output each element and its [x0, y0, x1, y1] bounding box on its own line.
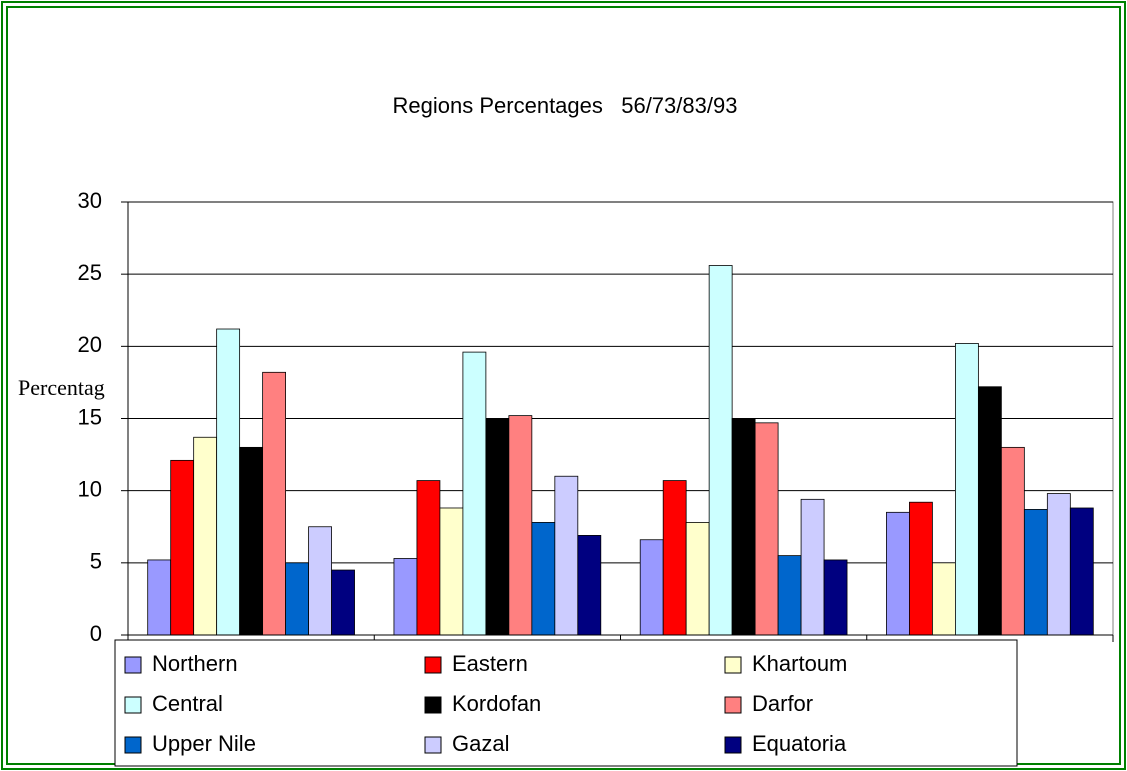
bar: [639, 539, 664, 636]
legend-swatch: [124, 736, 142, 754]
bar: [823, 559, 848, 636]
bar: [708, 265, 733, 636]
y-tick-label: 0: [90, 621, 102, 646]
y-tick-label: 20: [78, 332, 102, 357]
y-axis-label: Percentag: [18, 375, 105, 400]
bar: [239, 446, 264, 636]
legend-label: Darfor: [752, 691, 813, 716]
bar: [577, 535, 602, 636]
bar: [754, 422, 779, 636]
bar: [462, 351, 487, 636]
bar: [216, 328, 241, 636]
bar: [1000, 446, 1025, 636]
bar: [170, 459, 195, 636]
y-tick-label: 15: [78, 404, 102, 429]
bar: [955, 343, 979, 636]
bar: [485, 418, 510, 636]
legend-box: [114, 639, 1018, 767]
bar: [909, 501, 933, 636]
legend-label: Khartoum: [752, 651, 847, 676]
bar: [731, 418, 756, 636]
bar: [932, 562, 956, 636]
bar: [685, 522, 710, 636]
bar: [1069, 507, 1094, 636]
legend-swatch: [124, 656, 142, 674]
chart-title: Regions Percentages 56/73/83/93: [393, 93, 738, 118]
legend-swatch: [724, 736, 742, 754]
bar: [439, 507, 464, 636]
legend-label: Eastern: [452, 651, 528, 676]
bar: [531, 522, 556, 636]
bar: [1046, 493, 1071, 636]
legend-label: Northern: [152, 651, 238, 676]
bar: [662, 480, 687, 636]
bar: [554, 475, 579, 636]
bar: [508, 415, 533, 636]
bar: [147, 559, 172, 636]
legend-swatch: [424, 656, 442, 674]
bar: [1023, 509, 1048, 636]
bar: [331, 569, 355, 636]
bar: [800, 498, 825, 636]
legend-label: Central: [152, 691, 223, 716]
bar: [977, 386, 1002, 636]
legend-label: Equatoria: [752, 731, 847, 756]
legend-swatch: [424, 696, 442, 714]
bar: [416, 480, 441, 636]
bar: [308, 526, 332, 636]
y-tick-label: 5: [90, 549, 102, 574]
y-tick-label: 25: [78, 260, 102, 285]
bar: [262, 371, 287, 636]
legend-label: Kordofan: [452, 691, 541, 716]
legend-swatch: [724, 696, 742, 714]
legend-swatch: [124, 696, 142, 714]
legend-label: Upper Nile: [152, 731, 256, 756]
bar: [193, 436, 218, 636]
bar: [393, 558, 418, 636]
y-tick-label: 30: [78, 188, 102, 213]
legend-swatch: [724, 656, 742, 674]
bar: [777, 555, 802, 636]
bar: [886, 511, 910, 636]
legend-swatch: [424, 736, 442, 754]
bar: [285, 562, 309, 636]
y-tick-label: 10: [78, 476, 102, 501]
legend-label: Gazal: [452, 731, 509, 756]
